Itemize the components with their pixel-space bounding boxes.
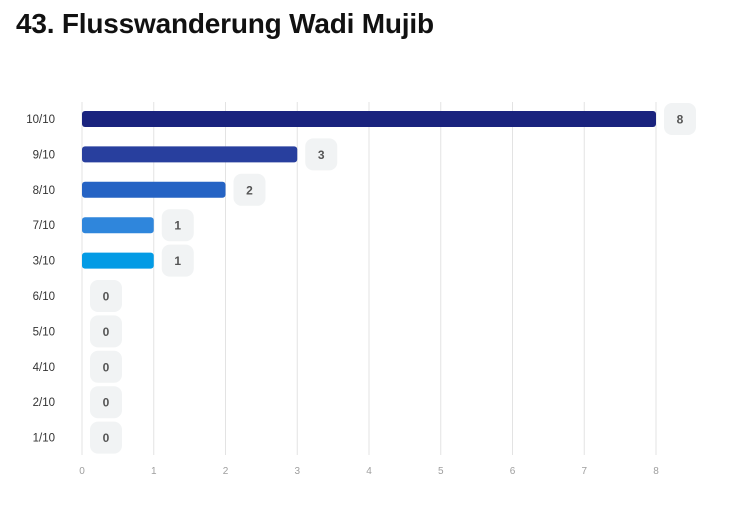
- category-label: 5/10: [33, 326, 55, 338]
- category-label: 4/10: [33, 362, 55, 374]
- value-label: 3: [318, 148, 325, 162]
- value-label-badge: [90, 386, 122, 419]
- category-label: 3/10: [33, 256, 55, 268]
- category-label: 6/10: [33, 291, 55, 303]
- x-tick-label: 3: [294, 466, 300, 477]
- value-label: 0: [103, 396, 110, 410]
- value-label-badge: [161, 244, 194, 277]
- category-label: 8/10: [33, 185, 55, 197]
- x-tick-label: 1: [151, 466, 157, 477]
- value-label: 2: [246, 183, 253, 197]
- value-label: 0: [103, 360, 110, 374]
- value-label-badge: [305, 138, 338, 171]
- value-label: 0: [103, 290, 110, 304]
- bar: [82, 111, 656, 127]
- value-label-badge: [90, 421, 122, 454]
- category-label: 7/10: [33, 220, 55, 232]
- x-tick-label: 0: [79, 466, 85, 477]
- value-label: 0: [103, 325, 110, 339]
- x-tick-label: 4: [366, 466, 372, 477]
- value-label-badge: [90, 350, 122, 383]
- bar: [82, 252, 154, 269]
- value-label: 1: [174, 219, 181, 233]
- value-label: 1: [174, 254, 181, 268]
- chart-title: 43. Flusswanderung Wadi Mujib: [16, 8, 434, 39]
- bars: [82, 111, 656, 269]
- category-labels: 10/10 9/10 8/10 7/10 3/10 6/10 5/10 4/10 2/10 1/1…: [26, 114, 55, 445]
- x-tick-label: 7: [581, 466, 587, 477]
- value-label-badge: [90, 280, 122, 312]
- category-label: 9/10: [33, 149, 55, 161]
- category-label: 10/10: [26, 114, 55, 126]
- x-tick-labels: 0 1 2 3 4 5 6 7 8: [79, 466, 659, 477]
- value-label-badge: [233, 173, 266, 206]
- value-label: 0: [103, 431, 110, 445]
- x-tick-label: 8: [653, 466, 659, 477]
- x-tick-label: 6: [510, 466, 516, 477]
- x-tick-label: 5: [438, 466, 444, 477]
- value-label: 8: [677, 113, 684, 127]
- value-label-badge: [90, 315, 122, 348]
- category-label: 2/10: [33, 397, 55, 409]
- x-tick-label: 2: [223, 466, 229, 477]
- category-label: 1/10: [33, 433, 55, 445]
- value-label-badge: [161, 209, 194, 242]
- bar: [82, 217, 154, 234]
- value-labels: 8 3 2 1 1 0 0 0 0 0: [90, 103, 696, 454]
- value-label-badge: [664, 103, 696, 135]
- bar: [82, 146, 298, 163]
- bar: [82, 181, 226, 198]
